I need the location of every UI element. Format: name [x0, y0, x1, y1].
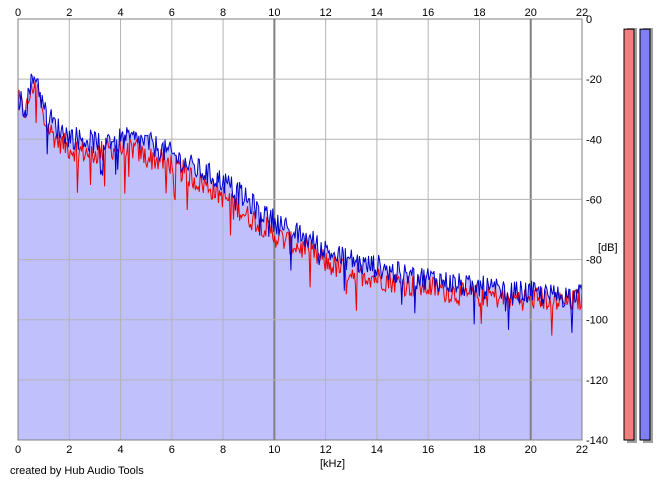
y-tick-labels: 0 -20 -40 -60 -80 -100 -120 -140 — [586, 14, 608, 447]
y-tick-label: -40 — [586, 134, 602, 146]
x-tick-label: 10 — [268, 444, 280, 456]
level-meter-bar — [623, 28, 635, 441]
y-tick-label: -100 — [586, 315, 608, 327]
x-tick-label: 4 — [117, 444, 123, 456]
x-axis-unit: [kHz] — [320, 458, 345, 470]
x-tick-label: 0 — [15, 444, 21, 456]
x-tick-labels-bottom: 0 2 4 6 8 10 12 14 16 18 20 22 — [15, 444, 588, 456]
plot-frame — [17, 18, 583, 441]
x-tick-label: 8 — [220, 7, 226, 19]
x-tick-label: 20 — [525, 444, 537, 456]
x-tick-label: 14 — [371, 7, 383, 19]
x-tick-label: 6 — [169, 7, 175, 19]
x-tick-label: 18 — [473, 7, 485, 19]
x-tick-label: 6 — [169, 444, 175, 456]
x-tick-label: 4 — [117, 7, 123, 19]
x-tick-label: 20 — [525, 7, 537, 19]
y-tick-label: 0 — [586, 14, 592, 26]
level-meters — [623, 28, 653, 443]
x-tick-label: 16 — [422, 7, 434, 19]
y-tick-label: -80 — [586, 255, 602, 267]
y-tick-label: -20 — [586, 74, 602, 86]
x-tick-label: 16 — [422, 444, 434, 456]
level-meter-bar — [639, 28, 651, 441]
x-tick-label: 12 — [320, 444, 332, 456]
red-series-line — [17, 80, 583, 336]
x-tick-label: 14 — [371, 444, 383, 456]
x-tick-label: 8 — [220, 444, 226, 456]
x-tick-label: 0 — [15, 7, 21, 19]
y-tick-label: -120 — [586, 375, 608, 387]
x-tick-label: 22 — [576, 444, 588, 456]
x-tick-label: 22 — [576, 7, 588, 19]
x-tick-label: 2 — [66, 7, 72, 19]
y-axis-unit: [dB] — [598, 242, 618, 254]
y-tick-label: -140 — [586, 435, 608, 447]
blue-series-line — [17, 73, 583, 333]
y-tick-label: -60 — [586, 194, 602, 206]
x-tick-label: 12 — [320, 7, 332, 19]
x-tick-labels-top: 0 2 4 6 8 10 12 14 16 18 20 22 — [15, 7, 588, 19]
x-tick-label: 18 — [473, 444, 485, 456]
credit-text: created by Hub Audio Tools — [10, 465, 144, 477]
spectrum-fill-area — [18, 73, 582, 441]
x-tick-label: 2 — [66, 444, 72, 456]
x-tick-label: 10 — [268, 7, 280, 19]
